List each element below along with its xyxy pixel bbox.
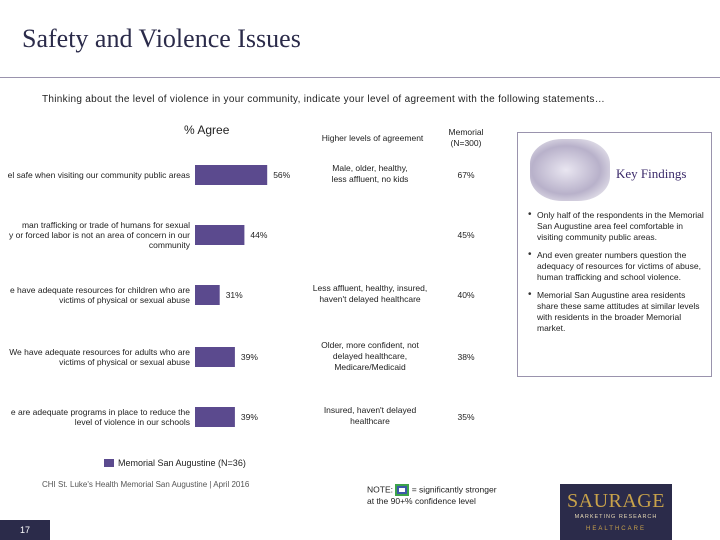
key-findings-panel: Key Findings Only half of the respondent…: [517, 132, 712, 377]
page-number: 17: [0, 520, 50, 540]
category-label-0: el safe when visiting our community publ…: [8, 170, 190, 180]
higher-levels-line: Less affluent, healthy, insured,: [312, 283, 428, 293]
memorial-value: 67%: [457, 170, 475, 180]
agree-header: % Agree: [184, 123, 230, 137]
memorial-header: Memorial (N=300): [436, 127, 496, 149]
saurage-logo: SAURAGE MARKETING RESEARCH HEALTHCARE: [560, 484, 672, 540]
value-label-0: 56%: [273, 170, 290, 180]
note-prefix: NOTE:: [367, 484, 393, 495]
value-label-4: 39%: [241, 412, 258, 422]
memorial-value: 40%: [457, 290, 475, 300]
higher-levels-line: Male, older, healthy,: [332, 163, 408, 173]
higher-levels-line: Insured, haven't delayed: [323, 405, 417, 415]
key-finding-item: Memorial San Augustine area residents sh…: [528, 289, 708, 334]
category-label-3: victims of physical or sexual abuse: [59, 357, 190, 367]
category-label-4: level of violence in our schools: [75, 417, 190, 427]
category-label-2: victims of physical or sexual abuse: [59, 295, 190, 305]
footer-text: CHI St. Luke's Health Memorial San Augus…: [42, 480, 250, 489]
note-suffix: = significantly stronger: [411, 484, 497, 495]
page-title: Safety and Violence Issues: [22, 24, 301, 53]
chart-legend: Memorial San Augustine (N=36): [104, 458, 246, 468]
category-label-4: e are adequate programs in place to redu…: [11, 407, 190, 417]
higher-levels-line: delayed healthcare,: [332, 350, 408, 361]
higher-levels-header: Higher levels of agreement: [321, 133, 424, 143]
title-divider: [0, 77, 720, 78]
significance-note: NOTE: = significantly stronger at the 90…: [367, 484, 497, 507]
memorial-header-n: (N=300): [450, 138, 482, 148]
bar-4: [195, 407, 235, 427]
logo-main-text: SAURAGE: [567, 490, 665, 512]
category-label-1: community: [149, 240, 191, 250]
higher-levels-line: haven't delayed healthcare: [319, 294, 421, 304]
bar-2: [195, 285, 220, 305]
bar-0: [195, 165, 268, 185]
higher-levels-cell: Male, older, healthy, less affluent, no k…: [305, 163, 435, 185]
category-label-2: e have adequate resources for children w…: [10, 285, 190, 295]
higher-levels-line: Older, more confident, not: [321, 339, 419, 350]
memorial-header-label: Memorial: [448, 127, 484, 137]
key-findings-title: Key Findings: [616, 166, 687, 181]
higher-levels-cell: Less affluent, healthy, insured, haven't …: [305, 283, 435, 305]
value-label-3: 39%: [241, 352, 258, 362]
bar-1: [195, 225, 245, 245]
bar-3: [195, 347, 235, 367]
legend-label: Memorial San Augustine (N=36): [118, 458, 246, 468]
value-label-2: 31%: [226, 290, 243, 300]
category-label-1: y or forced labor is not an area of conc…: [9, 230, 190, 240]
higher-levels-cell: Insured, haven't delayed healthcare: [305, 405, 435, 427]
agreement-bar-chart: 56% el safe when visiting our community p…: [8, 165, 291, 427]
category-label-1: man trafficking or trade of humans for s…: [22, 220, 190, 230]
higher-levels-line: Medicare/Medicaid: [334, 361, 406, 372]
memorial-value: 45%: [457, 230, 475, 240]
memorial-value: 35%: [457, 412, 475, 422]
value-label-1: 44%: [250, 230, 267, 240]
category-label-3: We have adequate resources for adults wh…: [9, 347, 190, 357]
higher-levels-cell: Older, more confident, not delayed health…: [305, 340, 435, 373]
higher-levels-line: less affluent, no kids: [331, 174, 409, 184]
survey-question: Thinking about the level of violence in …: [42, 94, 606, 105]
higher-levels-line: healthcare: [350, 416, 390, 426]
note-line2: at the 90+% confidence level: [367, 496, 476, 506]
legend-swatch: [104, 459, 114, 467]
key-findings-list: Only half of the respondents in the Memo…: [528, 209, 708, 341]
logo-sub-text: MARKETING RESEARCH: [574, 514, 658, 520]
significance-box-icon: [395, 484, 410, 496]
key-finding-item: And even greater numbers question the ad…: [528, 249, 708, 283]
key-findings-photo: [530, 139, 610, 201]
memorial-value: 38%: [457, 352, 475, 362]
key-finding-item: Only half of the respondents in the Memo…: [528, 209, 708, 243]
logo-bottom-text: HEALTHCARE: [586, 526, 646, 532]
